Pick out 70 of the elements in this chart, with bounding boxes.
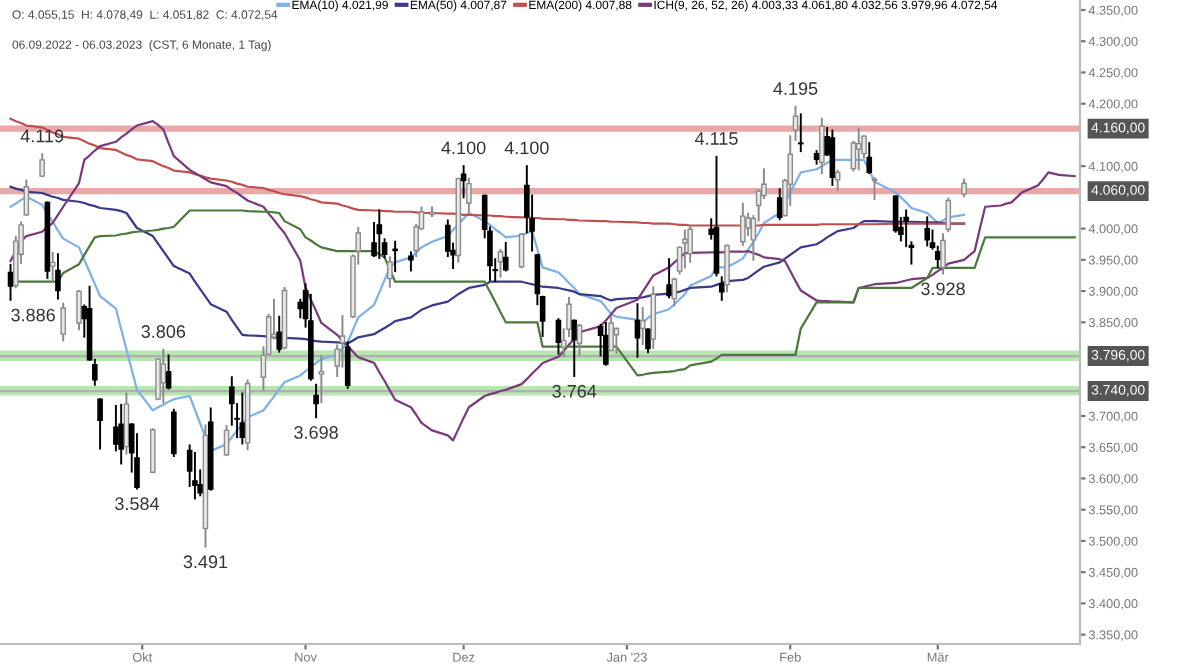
candlestick (23, 179, 30, 216)
candlestick (97, 398, 103, 450)
annotation: 3.584 (115, 497, 160, 511)
candlestick (571, 319, 578, 377)
annotation: 4.195 (773, 82, 818, 95)
annotation: 3.928 (921, 282, 965, 296)
candlestick (344, 341, 351, 389)
annotation: 3.698 (294, 426, 338, 439)
candlestick (608, 316, 614, 352)
candlestick (945, 197, 952, 233)
candlestick (55, 253, 61, 300)
candlestick (502, 242, 509, 272)
candlestick (603, 321, 609, 366)
candlestick (7, 263, 14, 301)
annotation: 3.806 (141, 325, 186, 338)
candlestick (160, 348, 167, 404)
annotation: 4.100 (504, 141, 549, 155)
candlestick (650, 286, 657, 349)
line-series (9, 120, 1076, 442)
candlestick (165, 354, 172, 390)
candlestick (797, 113, 804, 153)
candlestick (639, 306, 646, 346)
annotation: 4.115 (694, 132, 738, 145)
candlestick (313, 383, 319, 419)
candlestick (776, 188, 783, 221)
candlestick (934, 245, 941, 268)
candlestick (892, 195, 899, 233)
candlestick (60, 302, 67, 342)
annotation: 3.764 (552, 384, 597, 398)
candlestick (429, 206, 435, 218)
candlestick (149, 428, 156, 474)
candlestick (792, 105, 799, 141)
candlestick (555, 318, 562, 355)
candlestick (318, 355, 325, 404)
candlestick (834, 169, 841, 191)
candlestick (408, 251, 414, 272)
candlestick (740, 202, 746, 246)
candlestick (276, 315, 283, 353)
candlestick (76, 290, 82, 331)
candlestick (192, 451, 198, 500)
candlestick (866, 142, 873, 174)
candlestick (123, 392, 130, 455)
candlestick (645, 328, 651, 354)
candlestick (49, 252, 56, 283)
candlestick (118, 403, 124, 465)
annotation: 4.100 (441, 141, 486, 155)
annotation: 4.119 (20, 129, 64, 143)
candlestick (376, 209, 383, 259)
annotation: 3.491 (183, 555, 228, 569)
candlestick (634, 303, 641, 358)
candlestick (829, 129, 836, 186)
candlestick (940, 233, 946, 275)
candlestick (387, 256, 393, 288)
candlestick (392, 240, 398, 273)
candlestick (718, 276, 725, 301)
candlestick (171, 408, 177, 457)
candlestick (682, 229, 688, 269)
candlestick (466, 177, 472, 213)
candlestick (713, 155, 720, 277)
candlestick (924, 216, 931, 247)
candlestick (539, 295, 546, 338)
candlestick (761, 168, 767, 199)
candlestick (666, 258, 672, 299)
candlestick (687, 225, 693, 263)
candlestick (724, 244, 730, 293)
candlestick (39, 153, 45, 178)
candlestick (239, 392, 246, 445)
candlestick (819, 117, 825, 174)
candlestick (855, 127, 862, 171)
annotation: 3.886 (11, 308, 55, 322)
